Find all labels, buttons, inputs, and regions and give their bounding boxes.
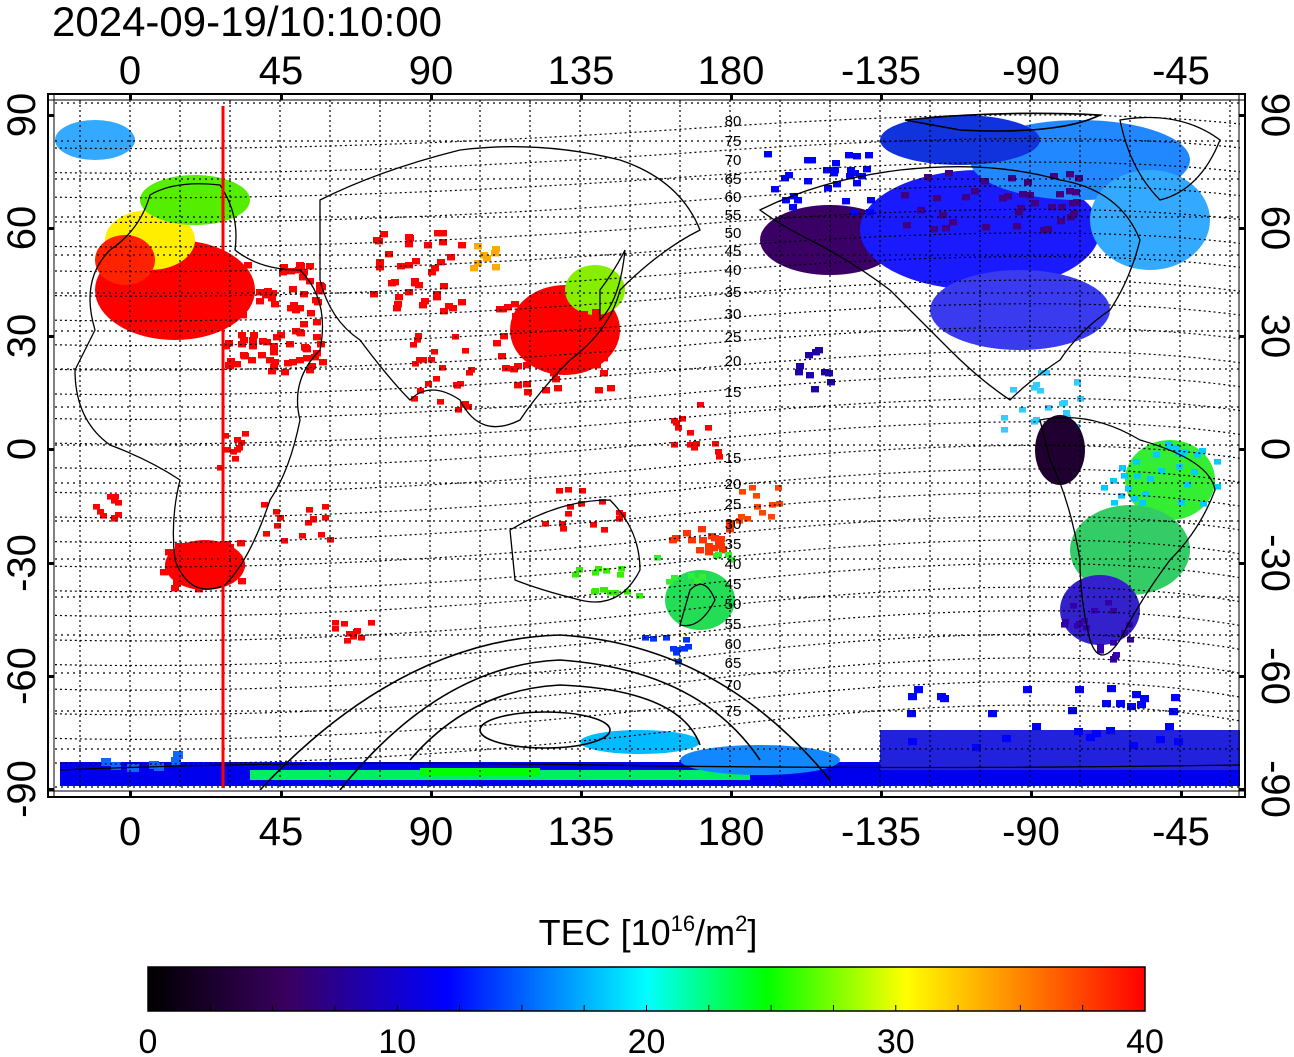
maglat-label-south: 60 bbox=[725, 636, 742, 653]
lat-left-label: -30 bbox=[0, 534, 44, 592]
maglat-label-south: 55 bbox=[725, 616, 742, 633]
lat-right-label: 60 bbox=[1253, 206, 1294, 251]
colorbar-tick-label: 0 bbox=[139, 1023, 158, 1057]
longitude-axis-bottom: 0 45 90 135 180 -135 -90 -45 bbox=[119, 810, 1210, 854]
maglat-label-south: 40 bbox=[725, 556, 742, 573]
lat-left-label: 0 bbox=[0, 438, 44, 460]
maglat-label-north: 60 bbox=[725, 189, 742, 206]
maglat-label-north: 25 bbox=[725, 329, 742, 346]
maglat-label-north: 80 bbox=[725, 113, 742, 130]
lat-right-label: 30 bbox=[1253, 314, 1294, 359]
lon-top-label: -135 bbox=[841, 49, 921, 93]
lat-right-label: 90 bbox=[1253, 93, 1294, 138]
maglat-label-south: 70 bbox=[725, 677, 742, 694]
maglat-label-north: 35 bbox=[725, 284, 742, 301]
maglat-label-north: 75 bbox=[725, 133, 742, 150]
lat-left-label: -60 bbox=[0, 647, 44, 705]
lon-top-label: 45 bbox=[259, 49, 304, 93]
maglat-label-north: 65 bbox=[725, 171, 742, 188]
lon-top-label: -90 bbox=[1002, 49, 1060, 93]
lat-right-label: -90 bbox=[1253, 760, 1294, 818]
lon-top-label: 0 bbox=[119, 49, 141, 93]
plot-area bbox=[47, 93, 1246, 798]
lon-top-label: 135 bbox=[548, 49, 615, 93]
maglat-label-south: 25 bbox=[725, 496, 742, 513]
dip-equator-oval bbox=[259, 112, 1104, 790]
lon-bottom-label: 0 bbox=[119, 810, 141, 854]
colorbar-tick-label: 30 bbox=[877, 1023, 915, 1057]
lon-bottom-label: -45 bbox=[1152, 810, 1210, 854]
lon-top-label: 90 bbox=[409, 49, 454, 93]
lon-top-label: -45 bbox=[1152, 49, 1210, 93]
lon-top-label: 180 bbox=[698, 49, 765, 93]
maglat-label-south: 20 bbox=[725, 476, 742, 493]
maglat-label-south: 50 bbox=[725, 596, 742, 613]
magnetic-latitude-contours bbox=[55, 100, 1240, 790]
maglat-label-south: 75 bbox=[725, 703, 742, 720]
colorbar-title: TEC [1016/m2] bbox=[539, 911, 758, 953]
longitude-axis-top: 0 45 90 135 180 -135 -90 -45 bbox=[119, 49, 1210, 93]
maglat-label-north: 15 bbox=[725, 384, 742, 401]
colorbar: TEC [1016/m2] 0 10 20 30 40 bbox=[139, 911, 1164, 1057]
maglat-label-north: 70 bbox=[725, 152, 742, 169]
maglat-label-south: 45 bbox=[725, 576, 742, 593]
lat-left-label: 30 bbox=[0, 314, 44, 359]
lat-right-label: 0 bbox=[1253, 438, 1294, 460]
lon-bottom-label: 45 bbox=[259, 810, 304, 854]
maglat-label-north: 50 bbox=[725, 225, 742, 242]
lon-bottom-label: 180 bbox=[698, 810, 765, 854]
lon-bottom-label: -135 bbox=[841, 810, 921, 854]
lon-bottom-label: -90 bbox=[1002, 810, 1060, 854]
timestamp: 2024-09-19/10:10:00 bbox=[52, 0, 442, 45]
maglat-label-north: 40 bbox=[725, 262, 742, 279]
lat-right-label: -30 bbox=[1253, 534, 1294, 592]
colorbar-gradient bbox=[147, 966, 1146, 1012]
lon-bottom-label: 135 bbox=[548, 810, 615, 854]
maglat-label-north: 45 bbox=[725, 243, 742, 260]
magnetic-latitude-labels: 8075706560555045403530252015152025303540… bbox=[725, 113, 742, 720]
maglat-label-south: 15 bbox=[725, 450, 742, 467]
lon-bottom-label: 90 bbox=[409, 810, 454, 854]
maglat-label-north: 55 bbox=[725, 207, 742, 224]
maglat-label-south: 35 bbox=[725, 536, 742, 553]
maglat-label-north: 30 bbox=[725, 306, 742, 323]
colorbar-tick-label: 40 bbox=[1126, 1023, 1164, 1057]
maglat-label-north: 20 bbox=[725, 353, 742, 370]
maglat-label-south: 30 bbox=[725, 516, 742, 533]
lat-right-label: -60 bbox=[1253, 647, 1294, 705]
lat-left-label: 60 bbox=[0, 206, 44, 251]
maglat-label-south: 65 bbox=[725, 655, 742, 672]
latitude-axis-left: 90 60 30 0 -30 -60 -90 bbox=[0, 93, 44, 818]
lat-left-label: 90 bbox=[0, 93, 44, 138]
coastlines bbox=[59, 116, 1240, 771]
latitude-axis-right: 90 60 30 0 -30 -60 -90 bbox=[1253, 93, 1294, 818]
lat-left-label: -90 bbox=[0, 760, 44, 818]
colorbar-tick-label: 10 bbox=[378, 1023, 416, 1057]
colorbar-tick-label: 20 bbox=[628, 1023, 666, 1057]
